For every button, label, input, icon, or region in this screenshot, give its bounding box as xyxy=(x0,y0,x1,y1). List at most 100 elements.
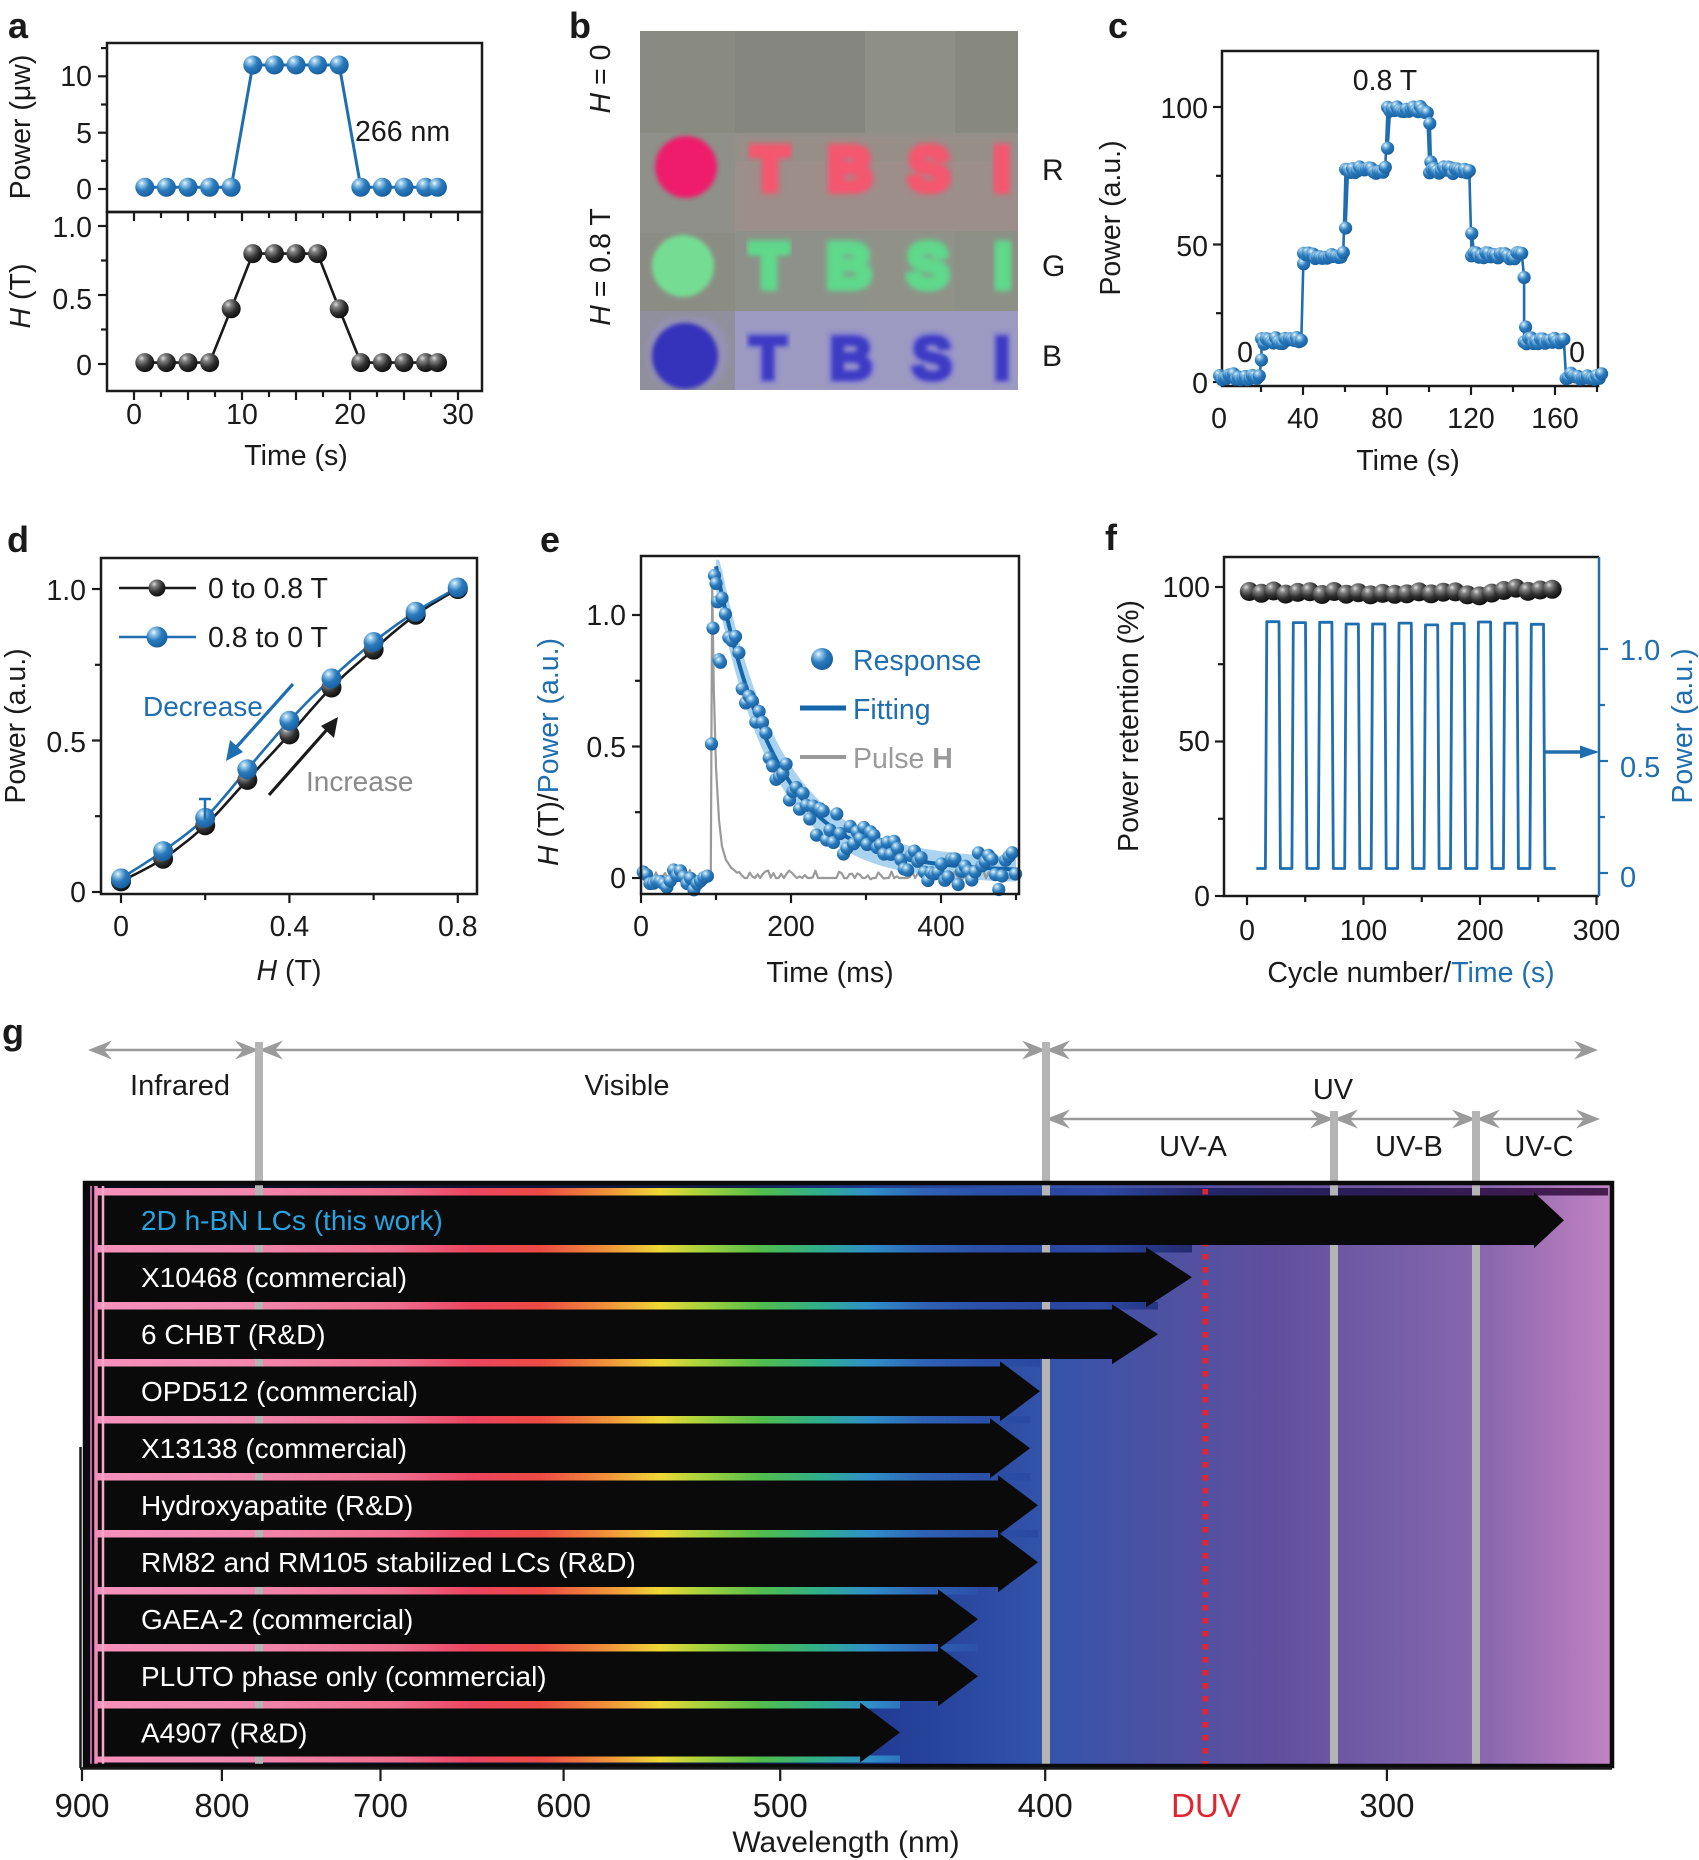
svg-text:UV-B: UV-B xyxy=(1375,1131,1443,1163)
svg-text:800: 800 xyxy=(194,1787,249,1824)
svg-text:2D h-BN LCs (this work): 2D h-BN LCs (this work) xyxy=(141,1205,443,1236)
svg-text:I: I xyxy=(994,136,1011,203)
svg-text:0: 0 xyxy=(1192,368,1208,400)
svg-text:H (T): H (T) xyxy=(257,955,322,987)
svg-text:0: 0 xyxy=(1194,881,1210,913)
svg-text:200: 200 xyxy=(767,911,815,943)
svg-text:X13138 (commercial): X13138 (commercial) xyxy=(141,1433,407,1464)
svg-text:0.8 to 0 T: 0.8 to 0 T xyxy=(208,622,328,654)
svg-text:50: 50 xyxy=(1178,726,1210,758)
svg-text:0.8: 0.8 xyxy=(438,911,478,943)
svg-text:S: S xyxy=(907,232,948,301)
svg-text:T: T xyxy=(751,233,788,300)
svg-text:T: T xyxy=(752,136,789,203)
svg-text:T: T xyxy=(750,325,787,392)
svg-text:100: 100 xyxy=(1340,915,1388,947)
svg-text:300: 300 xyxy=(1359,1787,1414,1824)
svg-text:1.0: 1.0 xyxy=(52,212,92,244)
svg-text:0.5: 0.5 xyxy=(586,732,626,764)
svg-text:S: S xyxy=(908,233,948,300)
svg-text:20: 20 xyxy=(334,399,366,431)
svg-text:1.0: 1.0 xyxy=(1620,635,1660,667)
svg-text:S: S xyxy=(908,135,949,204)
svg-text:1.0: 1.0 xyxy=(586,600,626,632)
svg-text:GAEA-2 (commercial): GAEA-2 (commercial) xyxy=(141,1604,413,1635)
svg-text:900: 900 xyxy=(54,1787,109,1824)
svg-text:RM82 and RM105 stabilized LCs: RM82 and RM105 stabilized LCs (R&D) xyxy=(141,1547,636,1578)
svg-text:700: 700 xyxy=(353,1787,408,1824)
svg-text:500: 500 xyxy=(753,1787,808,1824)
svg-text:Power (a.u.): Power (a.u.) xyxy=(0,648,32,803)
svg-text:Hydroxyapatite (R&D): Hydroxyapatite (R&D) xyxy=(141,1490,413,1521)
svg-text:e: e xyxy=(540,519,560,560)
svg-text:0: 0 xyxy=(1620,862,1636,894)
svg-text:A4907 (R&D): A4907 (R&D) xyxy=(141,1718,308,1749)
svg-text:I: I xyxy=(994,325,1011,392)
svg-text:OPD512 (commercial): OPD512 (commercial) xyxy=(141,1376,418,1407)
svg-text:1.0: 1.0 xyxy=(46,575,86,607)
svg-text:Power (a.u.): Power (a.u.) xyxy=(1095,140,1127,295)
svg-text:B: B xyxy=(829,324,874,393)
svg-text:0.5: 0.5 xyxy=(52,284,92,316)
svg-text:Power (μw): Power (μw) xyxy=(5,55,37,200)
svg-text:600: 600 xyxy=(536,1787,591,1824)
svg-text:200: 200 xyxy=(1456,915,1504,947)
svg-text:S: S xyxy=(909,136,949,203)
svg-text:0.4: 0.4 xyxy=(270,911,310,943)
svg-text:400: 400 xyxy=(1018,1787,1073,1824)
svg-text:S: S xyxy=(911,324,952,393)
svg-text:Power (a.u.): Power (a.u.) xyxy=(1667,648,1699,803)
svg-text:0.8 T: 0.8 T xyxy=(1353,65,1417,97)
svg-text:b: b xyxy=(569,5,591,46)
svg-text:I: I xyxy=(993,324,1010,393)
svg-text:100: 100 xyxy=(1162,572,1210,604)
svg-text:Cycle number/Time (s): Cycle number/Time (s) xyxy=(1267,957,1554,989)
svg-text:Infrared: Infrared xyxy=(130,1070,230,1102)
svg-text:Response: Response xyxy=(853,645,981,677)
svg-text:0: 0 xyxy=(76,174,92,206)
svg-text:I: I xyxy=(995,233,1012,300)
svg-text:Visible: Visible xyxy=(585,1070,670,1102)
svg-text:10: 10 xyxy=(60,61,92,93)
svg-text:Power retention (%): Power retention (%) xyxy=(1113,600,1145,852)
svg-text:40: 40 xyxy=(1287,403,1319,435)
svg-text:g: g xyxy=(2,1011,24,1052)
svg-text:0: 0 xyxy=(76,350,92,382)
svg-text:B: B xyxy=(828,135,873,204)
svg-text:0: 0 xyxy=(113,911,129,943)
svg-text:DUV: DUV xyxy=(1171,1787,1241,1824)
svg-text:UV-A: UV-A xyxy=(1159,1131,1227,1163)
svg-text:266 nm: 266 nm xyxy=(355,116,450,148)
svg-text:0: 0 xyxy=(1237,337,1253,369)
svg-text:X10468 (commercial): X10468 (commercial) xyxy=(141,1262,407,1293)
svg-text:G: G xyxy=(1042,250,1065,283)
svg-text:0: 0 xyxy=(1211,403,1227,435)
svg-text:Fitting: Fitting xyxy=(853,694,931,726)
svg-text:a: a xyxy=(8,5,29,46)
svg-text:30: 30 xyxy=(442,399,474,431)
svg-text:UV: UV xyxy=(1313,1074,1354,1106)
svg-text:H = 0.8 T: H = 0.8 T xyxy=(585,208,617,326)
svg-text:B: B xyxy=(1042,340,1062,373)
svg-text:B: B xyxy=(828,136,871,203)
svg-text:0 to 0.8 T: 0 to 0.8 T xyxy=(208,573,328,605)
svg-text:0: 0 xyxy=(70,877,86,909)
svg-text:H (T): H (T) xyxy=(5,264,37,329)
svg-text:Time (s): Time (s) xyxy=(244,440,347,472)
svg-text:c: c xyxy=(1108,5,1128,46)
svg-text:100: 100 xyxy=(1160,93,1208,125)
svg-text:5: 5 xyxy=(76,118,92,150)
svg-text:UV-C: UV-C xyxy=(1504,1131,1573,1163)
svg-text:6 CHBT (R&D): 6 CHBT (R&D) xyxy=(141,1319,326,1350)
svg-text:0: 0 xyxy=(633,911,649,943)
svg-text:B: B xyxy=(829,325,872,392)
svg-text:Time (ms): Time (ms) xyxy=(766,957,893,989)
svg-text:H = 0: H = 0 xyxy=(585,45,617,114)
svg-text:0: 0 xyxy=(610,863,626,895)
svg-text:0.5: 0.5 xyxy=(1620,752,1660,784)
svg-text:T: T xyxy=(751,135,789,204)
svg-text:T: T xyxy=(749,324,787,393)
svg-text:0: 0 xyxy=(1239,915,1255,947)
svg-text:Increase: Increase xyxy=(306,766,413,797)
svg-text:d: d xyxy=(7,519,29,560)
